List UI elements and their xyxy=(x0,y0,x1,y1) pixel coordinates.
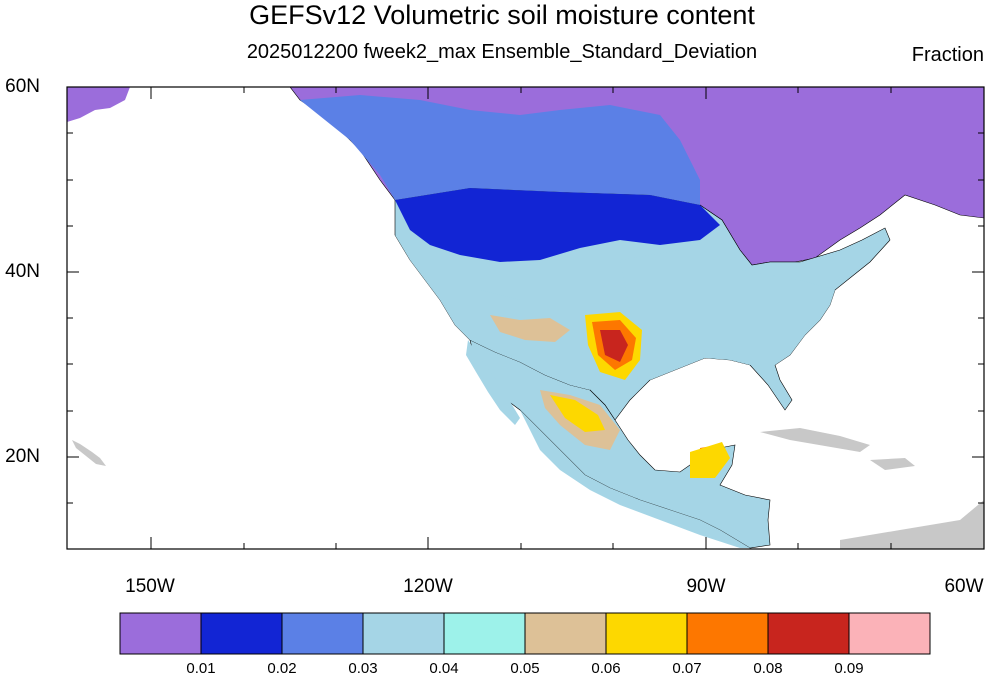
alaska-land xyxy=(67,87,130,122)
lat-label-20n: 20N xyxy=(5,446,40,467)
field-dark-blue-north xyxy=(395,188,720,262)
hispaniola-land xyxy=(870,458,915,470)
colorbar-label: 0.08 xyxy=(753,660,783,677)
colorbar-swatch xyxy=(200,612,283,655)
colorbar-swatch xyxy=(848,612,931,655)
south-america-edge xyxy=(840,500,984,549)
field-yellow-mexico xyxy=(550,395,605,432)
map-content xyxy=(67,87,984,549)
lat-label-40n: 40N xyxy=(5,261,40,282)
colorbar-swatch xyxy=(524,612,607,655)
field-tan-west xyxy=(490,315,570,342)
colorbar-swatch xyxy=(443,612,526,655)
lon-label-120w: 120W xyxy=(403,576,453,597)
field-red-texas xyxy=(600,330,628,362)
field-mid-blue-north xyxy=(300,95,700,205)
field-yellow-yucatan xyxy=(690,442,730,478)
lat-ticks xyxy=(67,86,984,504)
field-light-blue-west xyxy=(395,235,590,390)
colorbar-label: 0.03 xyxy=(348,660,378,677)
colorbar-label: 0.06 xyxy=(591,660,621,677)
colorbar-label: 0.09 xyxy=(834,660,864,677)
colorbar-label: 0.07 xyxy=(672,660,702,677)
colorbar-label: 0.02 xyxy=(267,660,297,677)
lon-label-150w: 150W xyxy=(125,576,175,597)
lon-ticks xyxy=(150,87,892,549)
colorbar xyxy=(119,612,931,655)
colorbar-swatch xyxy=(686,612,769,655)
chart-title: GEFSv12 Volumetric soil moisture content xyxy=(249,0,755,30)
colorbar-swatch xyxy=(605,612,688,655)
colorbar-label: 0.01 xyxy=(186,660,216,677)
units-label: Fraction xyxy=(911,44,984,66)
colorbar-swatch xyxy=(767,612,850,655)
lat-label-60n: 60N xyxy=(5,76,40,97)
colorbar-swatch xyxy=(281,612,364,655)
lon-label-90w: 90W xyxy=(686,576,726,597)
colorbar-label: 0.05 xyxy=(510,660,540,677)
field-light-blue-east xyxy=(620,250,835,380)
colorbar-swatch xyxy=(119,612,202,655)
field-light-blue-mexico xyxy=(520,410,750,548)
colorbar-label: 0.04 xyxy=(429,660,459,677)
chart-subtitle: 2025012200 fweek2_max Ensemble_Standard_… xyxy=(246,41,758,63)
cuba-land xyxy=(760,428,870,452)
lon-label-60w: 60W xyxy=(944,576,984,597)
hawaii-islands xyxy=(72,440,106,466)
colorbar-swatch xyxy=(362,612,445,655)
baja-land xyxy=(466,340,520,425)
